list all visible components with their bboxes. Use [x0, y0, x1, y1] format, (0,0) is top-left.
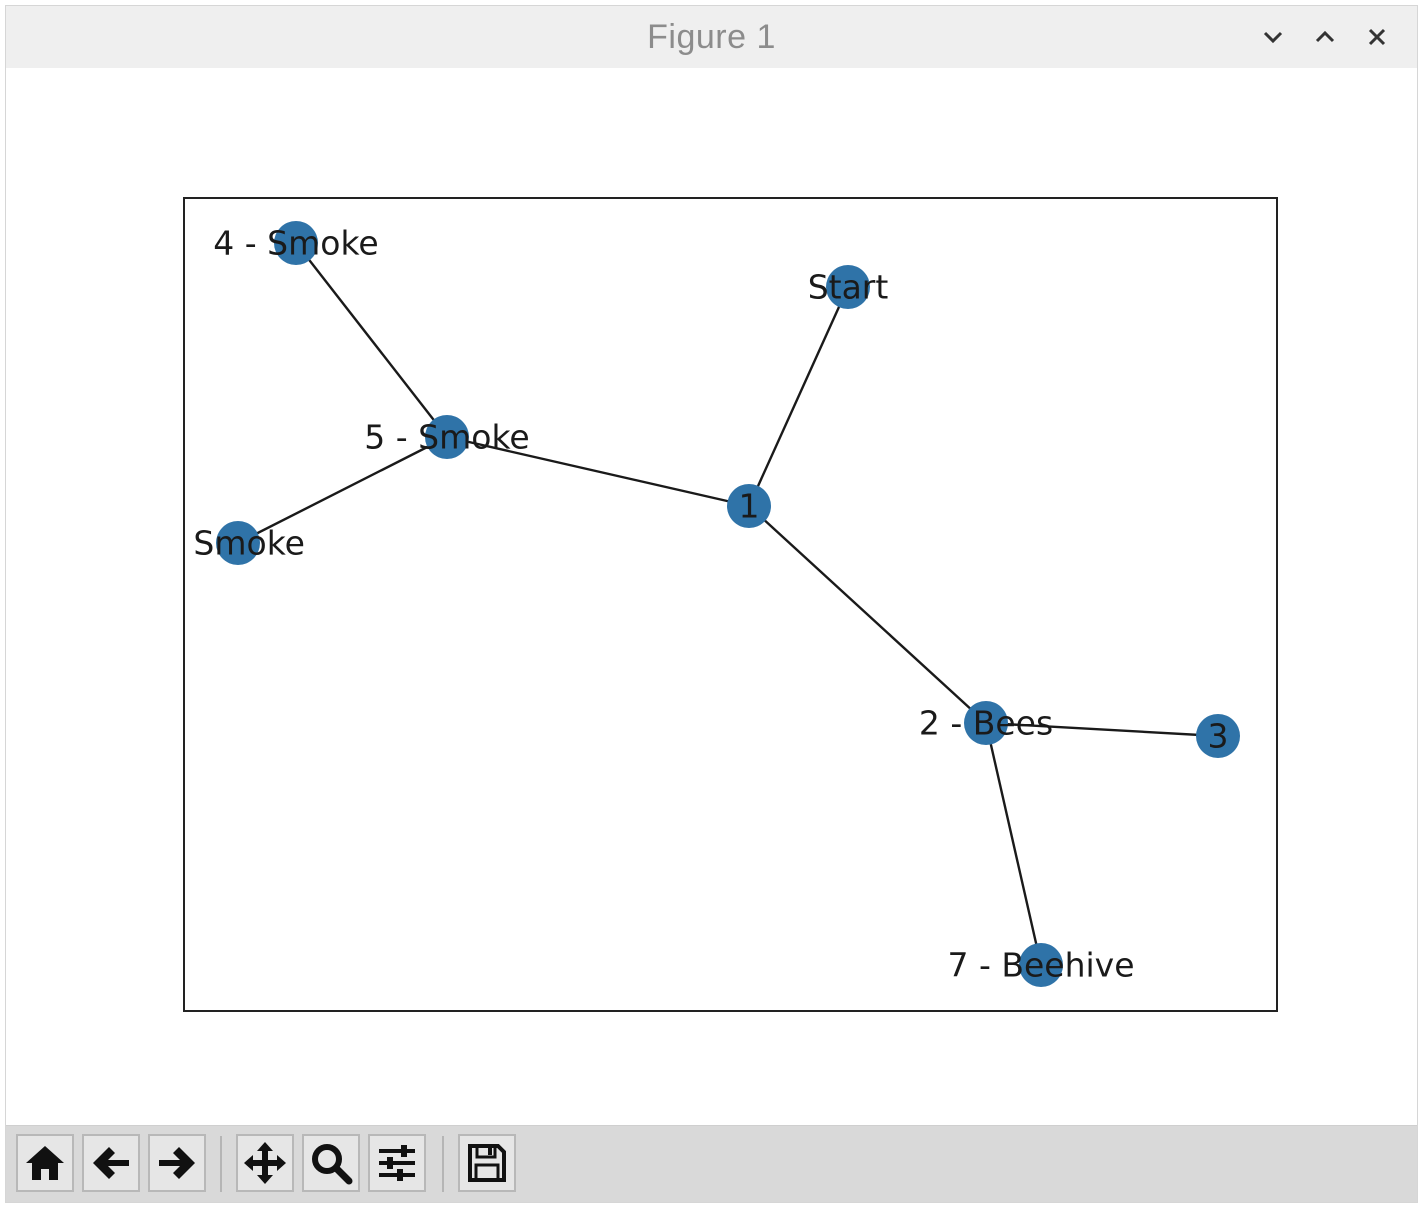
graph-node-n2	[964, 701, 1008, 745]
figure-canvas[interactable]: Start 1 5 - Smoke 4 - Smoke - Smoke 2 - Bees 3…	[6, 68, 1417, 1124]
network-graph: Start 1 5 - Smoke 4 - Smoke - Smoke 2 - Bees 3…	[171, 197, 1278, 1012]
figure-window: Figure 1	[5, 5, 1418, 1203]
title-bar[interactable]: Figure 1	[6, 6, 1417, 68]
close-icon	[1368, 28, 1386, 46]
back-button[interactable]	[82, 1134, 140, 1192]
navigation-toolbar	[6, 1125, 1417, 1202]
graph-node-label-n5: 5 - Smoke	[364, 418, 529, 457]
window-title: Figure 1	[647, 17, 776, 56]
arrow-left-icon	[93, 1147, 129, 1179]
graph-node-label-n4: 4 - Smoke	[213, 224, 378, 263]
graph-node-n4	[274, 221, 318, 265]
graph-edge-n5-n6	[237, 435, 448, 545]
save-button[interactable]	[458, 1134, 516, 1192]
graph-edge-start-n1	[747, 286, 850, 507]
graph-node-n6	[216, 521, 260, 565]
axes-frame	[183, 197, 1278, 1012]
graph-edge-n5-n4	[295, 242, 448, 438]
home-button[interactable]	[16, 1134, 74, 1192]
minimize-button[interactable]	[1247, 11, 1299, 63]
labels-layer: Start 1 5 - Smoke 4 - Smoke - Smoke 2 - Bees 3…	[171, 224, 1229, 985]
nodes-layer	[216, 221, 1240, 987]
graph-node-label-n7: 7 - Beehive	[947, 946, 1134, 985]
graph-node-n5	[425, 415, 469, 459]
chevron-up-icon	[1315, 30, 1335, 43]
maximize-button[interactable]	[1299, 11, 1351, 63]
graph-node-label-n6: - Smoke	[171, 524, 305, 563]
graph-node-label-n1: 1	[739, 487, 760, 526]
zoom-button[interactable]	[302, 1134, 360, 1192]
graph-node-label-start: Start	[808, 268, 889, 307]
graph-edge-n1-n5	[446, 435, 750, 508]
arrow-right-icon	[159, 1147, 195, 1179]
graph-node-n3	[1196, 714, 1240, 758]
magnifier-icon	[312, 1144, 353, 1185]
graph-node-n7	[1019, 943, 1063, 987]
floppy-disk-icon	[468, 1144, 506, 1182]
graph-edge-n2-n3	[985, 721, 1219, 738]
pan-button[interactable]	[236, 1134, 294, 1192]
graph-node-label-n2: 2 - Bees	[919, 704, 1053, 743]
close-button[interactable]	[1351, 11, 1403, 63]
toolbar-separator	[442, 1136, 444, 1192]
chevron-down-icon	[1263, 31, 1283, 44]
graph-node-start	[826, 265, 870, 309]
edges-layer	[237, 242, 1219, 966]
graph-edge-n2-n7	[984, 722, 1043, 966]
toolbar-separator	[220, 1136, 222, 1192]
graph-node-label-n3: 3	[1208, 717, 1229, 756]
graph-node-n1	[727, 484, 771, 528]
window-controls	[1247, 6, 1403, 68]
configure-subplots-button[interactable]	[368, 1134, 426, 1192]
move-icon	[244, 1142, 286, 1184]
forward-button[interactable]	[148, 1134, 206, 1192]
graph-edge-n1-n2	[748, 505, 987, 724]
home-icon	[26, 1146, 64, 1180]
sliders-icon	[379, 1145, 415, 1181]
